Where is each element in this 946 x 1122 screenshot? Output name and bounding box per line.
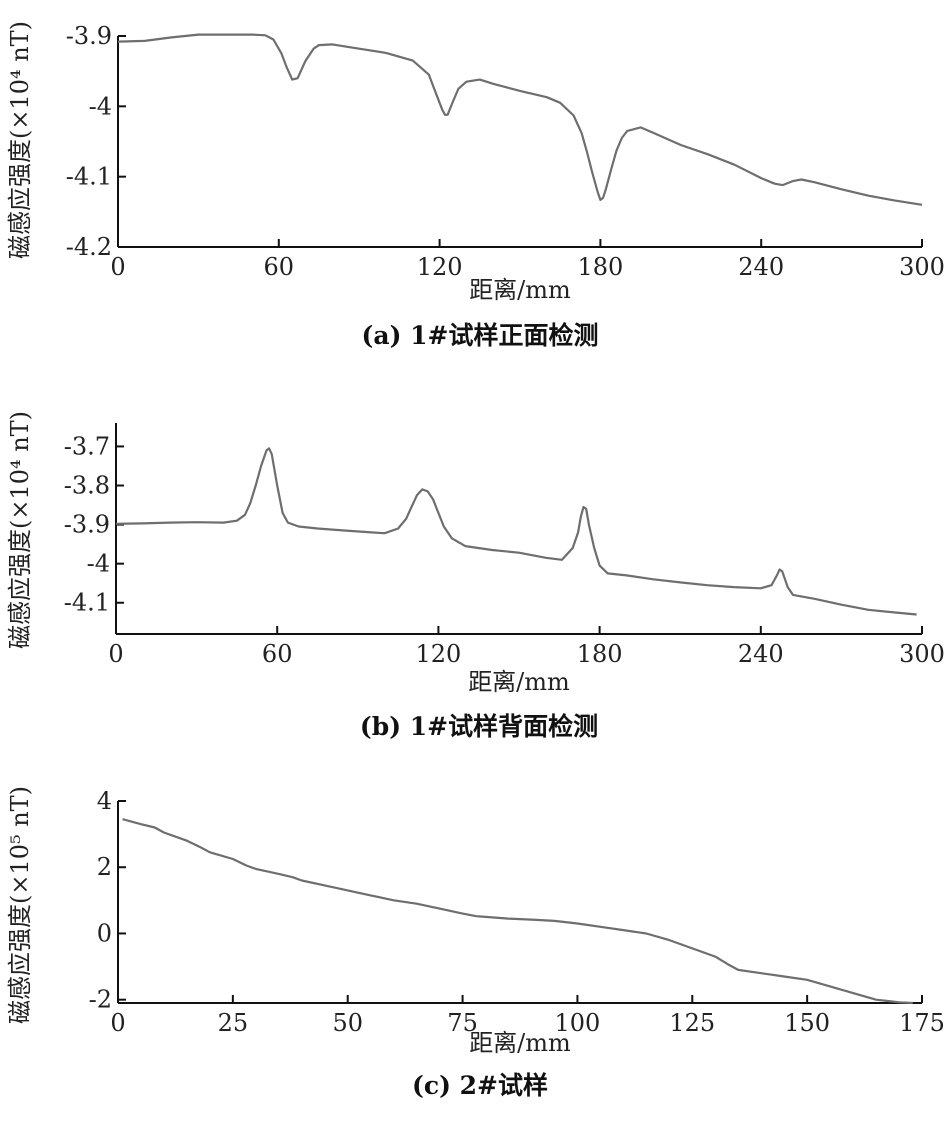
y-tick-label: 0 <box>97 919 112 947</box>
x-tick-label: 300 <box>899 253 945 281</box>
x-tick-label: 60 <box>264 253 295 281</box>
series-line-1 <box>115 447 917 616</box>
x-tick-label: 150 <box>784 1009 830 1037</box>
x-tick-label: 175 <box>899 1009 945 1037</box>
panel-caption: (b) 1#试样背面检测 <box>360 712 598 741</box>
y-axis-title: 磁感应强度(×10⁵ nT) <box>6 786 34 1024</box>
y-axis-title: 磁感应强度(×10⁴ nT) <box>6 411 34 649</box>
y-tick-label: -3.7 <box>64 432 110 460</box>
x-tick-label: 0 <box>110 1009 125 1037</box>
x-tick-label: 0 <box>108 640 123 668</box>
panel-caption: (a) 1#试样正面检测 <box>362 321 599 350</box>
chart-panel-2: 0 60 120 180 240 300 -3.7 -3.8 -3.9 -4 -4.1 距离/mm 磁感… <box>6 411 945 741</box>
x-tick-label: 60 <box>262 640 293 668</box>
x-tick-label: 240 <box>738 253 784 281</box>
x-tick-label: 50 <box>332 1009 363 1037</box>
y-tick-label: 2 <box>97 853 112 881</box>
y-tick-label: -4.1 <box>66 163 112 191</box>
x-tick-label: 180 <box>577 640 623 668</box>
series-line-1 <box>122 818 913 1005</box>
y-tick-label: 4 <box>97 787 112 815</box>
x-tick-label: 240 <box>738 640 784 668</box>
x-tick-label: 180 <box>577 253 623 281</box>
x-axis-title: 距离/mm <box>469 1029 571 1057</box>
x-tick-label: 120 <box>415 640 461 668</box>
x-tick-label: 25 <box>218 1009 249 1037</box>
x-tick-label: 120 <box>417 253 463 281</box>
panel-caption: (c) 2#试样 <box>412 1071 548 1100</box>
x-tick-label: 300 <box>899 640 945 668</box>
y-tick-label: -4 <box>87 550 110 578</box>
y-tick-label: -3.9 <box>64 511 110 539</box>
x-tick-label: 100 <box>555 1009 601 1037</box>
y-tick-label: -3.8 <box>64 472 110 500</box>
y-tick-label: -4.2 <box>66 233 112 261</box>
x-tick-label: 125 <box>669 1009 715 1037</box>
y-tick-label: -4 <box>89 92 112 120</box>
x-tick-label: 0 <box>110 253 125 281</box>
x-axis-title: 距离/mm <box>469 276 571 304</box>
y-axis-title: 磁感应强度(×10⁴ nT) <box>6 21 34 259</box>
x-axis-title: 距离/mm <box>468 668 570 696</box>
x-tick-label: 75 <box>447 1009 478 1037</box>
y-tick-label: -4.1 <box>64 589 110 617</box>
chart-panel-3: 0 25 50 75 100 125 150 175420-2距离/mm磁感应强度(×10⁵ … <box>6 786 945 1100</box>
series-line-1 <box>117 33 923 206</box>
y-tick-label: -2 <box>89 986 112 1014</box>
y-tick-label: -3.9 <box>66 22 112 50</box>
chart-panel-1: 0 60 120 180 240 300 -3.9 -4 -4.1 -4.2 距离/mm 磁感应强度(… <box>6 21 945 350</box>
